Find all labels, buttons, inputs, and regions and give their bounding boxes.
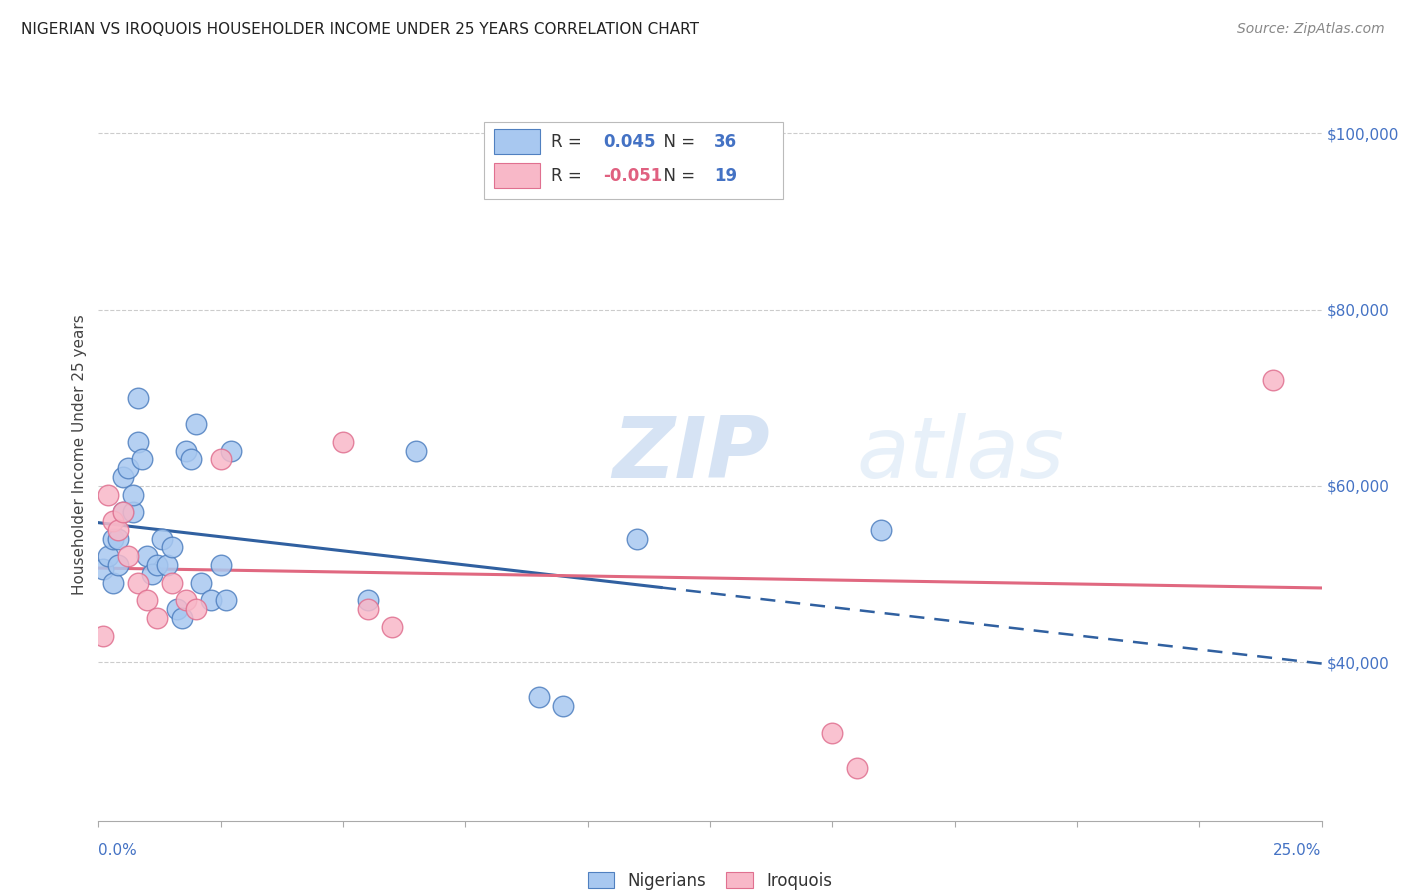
Point: [170, 611, 193, 625]
Point: [150, 532, 173, 546]
Point: [626, 532, 648, 546]
Point: [146, 611, 169, 625]
Point: [136, 593, 159, 607]
Point: [332, 434, 354, 449]
Point: [166, 602, 188, 616]
Point: [141, 566, 163, 581]
Text: R =: R =: [551, 167, 588, 185]
Point: [209, 558, 232, 572]
Text: 36: 36: [714, 133, 737, 151]
Point: [200, 593, 222, 607]
Point: [209, 452, 232, 467]
Legend: Nigerians, Iroquois: Nigerians, Iroquois: [581, 865, 839, 892]
Text: N =: N =: [652, 167, 700, 185]
Point: [121, 487, 143, 501]
Point: [117, 461, 139, 475]
Point: [127, 434, 149, 449]
Point: [127, 391, 149, 405]
FancyBboxPatch shape: [484, 122, 783, 199]
Point: [111, 470, 134, 484]
FancyBboxPatch shape: [494, 129, 540, 154]
Text: ZIP: ZIP: [612, 413, 770, 497]
Text: 0.045: 0.045: [603, 133, 657, 151]
Point: [111, 505, 134, 519]
Point: [405, 443, 427, 458]
Point: [870, 523, 893, 537]
Text: N =: N =: [652, 133, 700, 151]
Point: [219, 443, 242, 458]
Point: [107, 558, 129, 572]
Point: [97, 549, 120, 564]
Point: [117, 549, 139, 564]
Point: [186, 602, 208, 616]
Point: [127, 575, 149, 590]
Point: [527, 690, 550, 705]
Point: [381, 620, 404, 634]
Point: [136, 549, 159, 564]
Point: [356, 593, 378, 607]
Text: 0.0%: 0.0%: [98, 843, 138, 858]
Point: [91, 629, 114, 643]
Text: 19: 19: [714, 167, 737, 185]
Text: NIGERIAN VS IROQUOIS HOUSEHOLDER INCOME UNDER 25 YEARS CORRELATION CHART: NIGERIAN VS IROQUOIS HOUSEHOLDER INCOME …: [21, 22, 699, 37]
Point: [111, 505, 134, 519]
Text: -0.051: -0.051: [603, 167, 662, 185]
Point: [821, 725, 844, 739]
Point: [176, 593, 198, 607]
Text: R =: R =: [551, 133, 588, 151]
Point: [160, 541, 183, 555]
FancyBboxPatch shape: [494, 163, 540, 188]
Point: [101, 532, 124, 546]
Point: [356, 602, 378, 616]
Y-axis label: Householder Income Under 25 years: Householder Income Under 25 years: [72, 315, 87, 595]
Point: [553, 699, 575, 714]
Point: [156, 558, 179, 572]
Text: Source: ZipAtlas.com: Source: ZipAtlas.com: [1237, 22, 1385, 37]
Point: [190, 575, 212, 590]
Point: [214, 593, 236, 607]
Point: [1261, 373, 1284, 387]
Point: [101, 575, 124, 590]
Point: [146, 558, 169, 572]
Point: [180, 452, 202, 467]
Point: [107, 532, 129, 546]
Point: [107, 523, 129, 537]
Point: [97, 487, 120, 501]
Point: [176, 443, 198, 458]
Point: [186, 417, 208, 431]
Point: [101, 514, 124, 528]
Point: [131, 452, 153, 467]
Text: 25.0%: 25.0%: [1274, 843, 1322, 858]
Point: [160, 575, 183, 590]
Point: [845, 761, 868, 775]
Point: [121, 505, 143, 519]
Point: [91, 562, 114, 576]
Text: atlas: atlas: [856, 413, 1064, 497]
